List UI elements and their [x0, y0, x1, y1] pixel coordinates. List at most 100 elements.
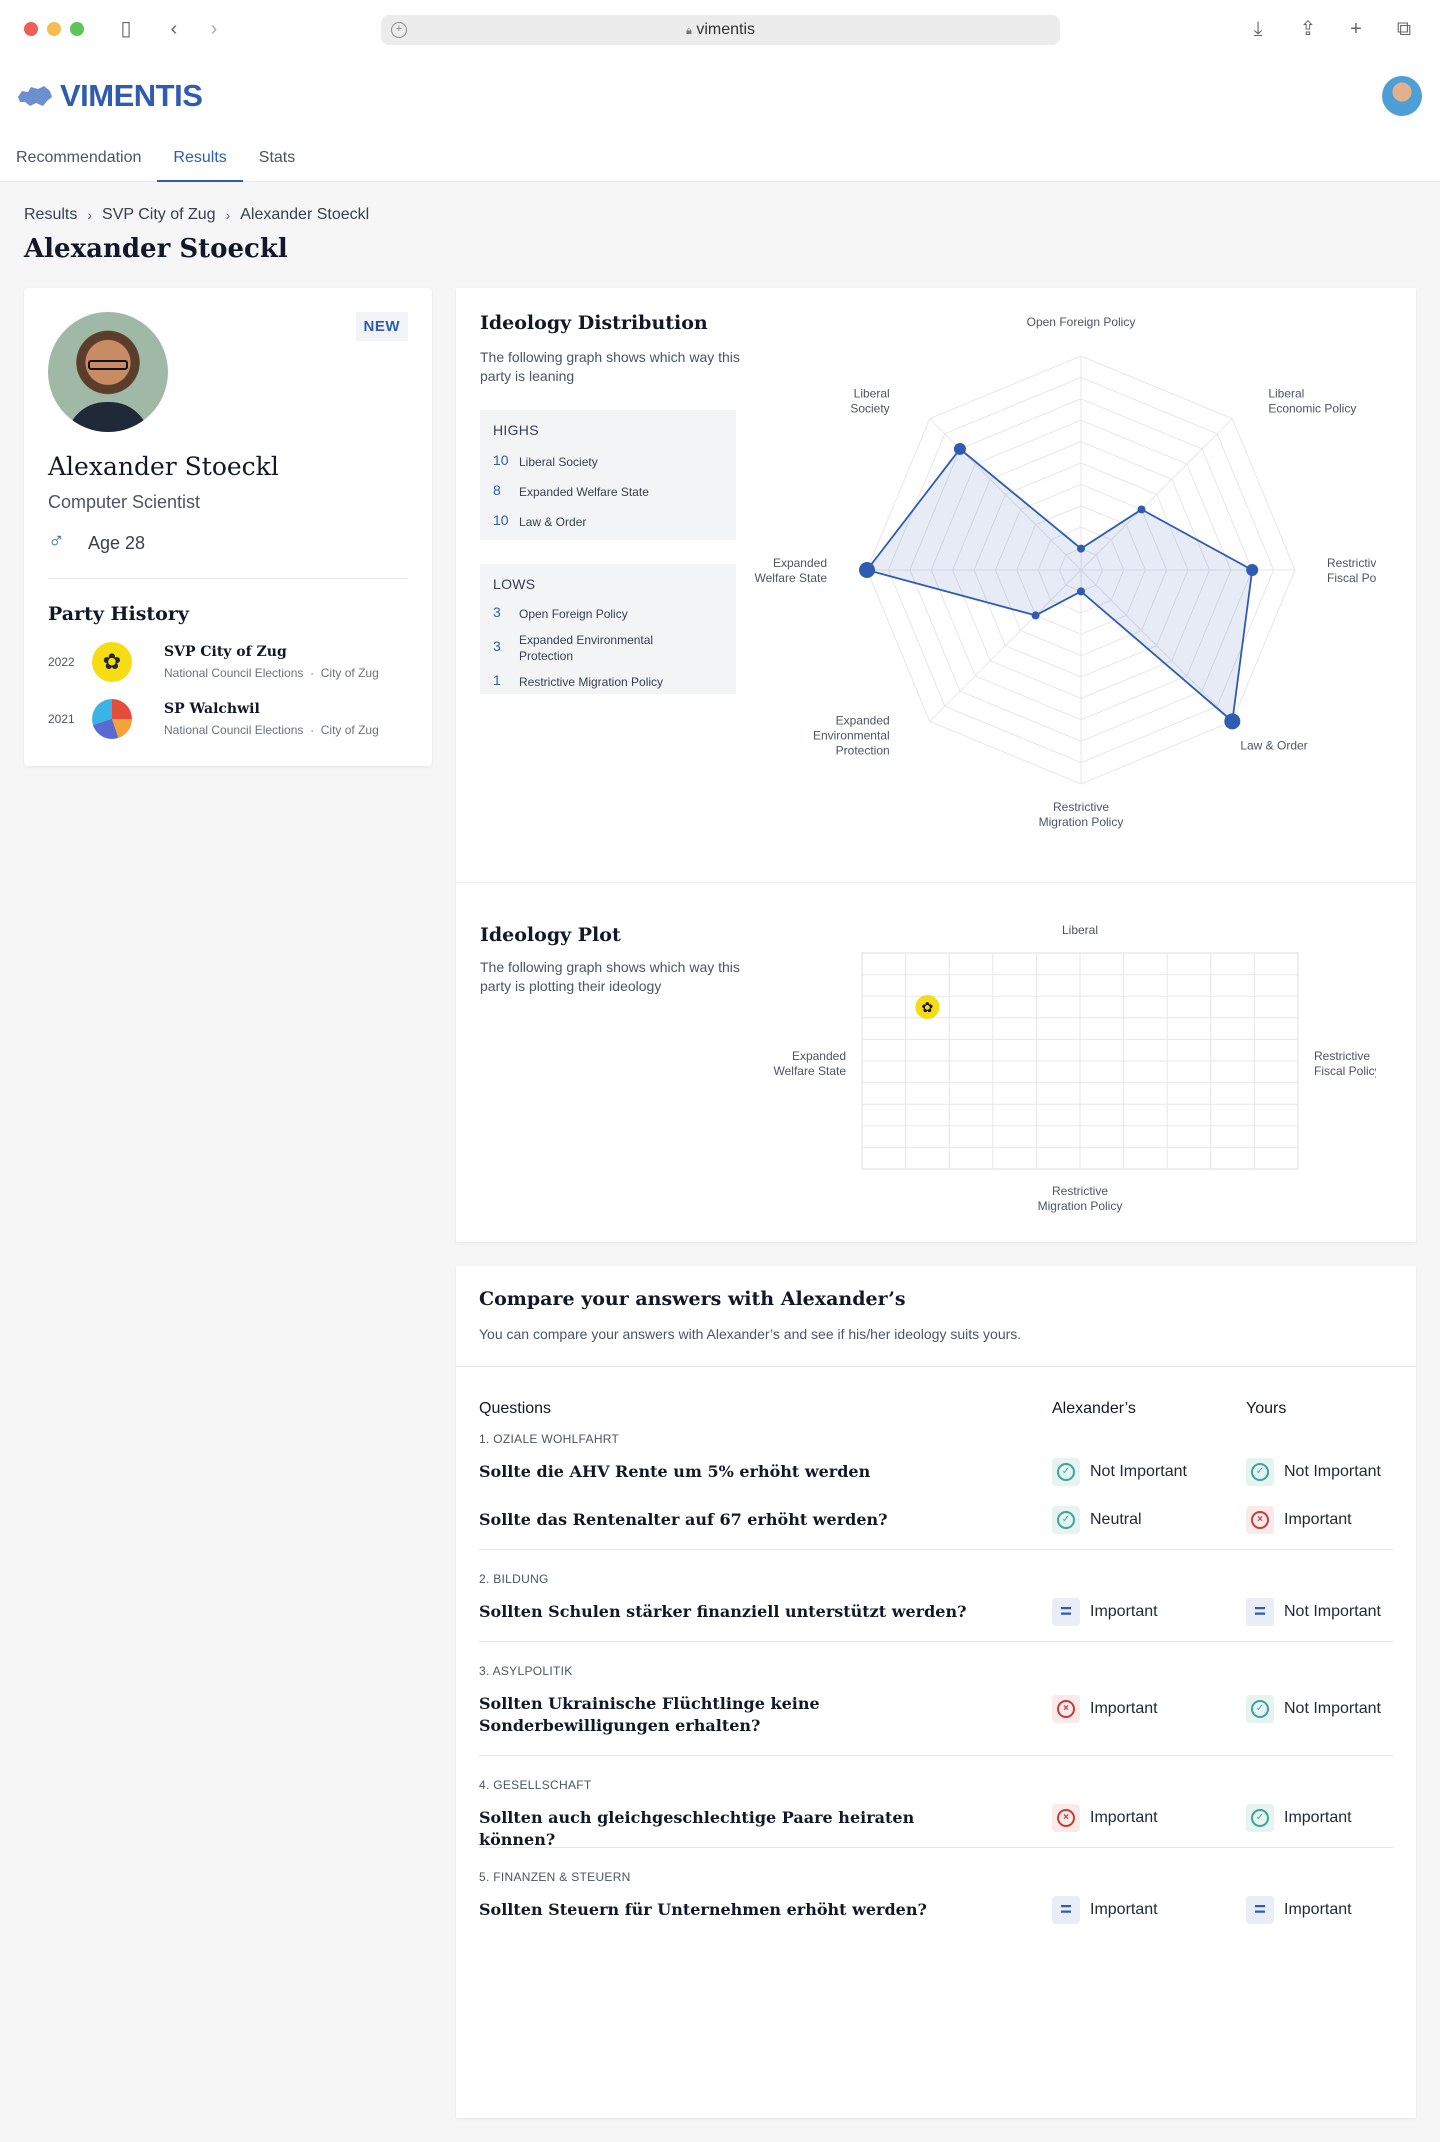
- radar-point: [1246, 564, 1259, 576]
- sp-party-logo-icon: [92, 699, 132, 739]
- answer-label: Not Important: [1284, 1700, 1381, 1717]
- radar-axis-label: Open Foreign Policy: [1027, 315, 1136, 329]
- switzerland-map-icon: [18, 86, 52, 106]
- radar-axis-label: Expanded Welfare State: [755, 556, 828, 585]
- yours-answer: ✓ Not Important: [1246, 1458, 1381, 1486]
- tab-recommendation[interactable]: Recommendation: [16, 149, 142, 166]
- yours-column-header: Yours: [1246, 1400, 1287, 1417]
- url-text: vimentis: [696, 21, 755, 38]
- party-history-item[interactable]: 2021 SP Walchwil National Council Electi…: [48, 697, 408, 741]
- theirs-answer: = Important: [1052, 1598, 1158, 1626]
- vimentis-logo[interactable]: VIMENTIS: [16, 78, 203, 114]
- back-arrow-icon[interactable]: ‹: [170, 18, 178, 40]
- section-divider: [479, 1755, 1393, 1756]
- question-text: Sollte die AHV Rente um 5% erhöht werden: [479, 1462, 871, 1481]
- plot-right-label: Restrictive Fiscal Policy: [1314, 1049, 1376, 1078]
- highs-box: HIGHS 10 Liberal Society 8 Expanded Welfar…: [480, 410, 736, 540]
- sidebar-toggle-icon[interactable]: ▯: [120, 18, 132, 40]
- question-text: Sollte das Rentenalter auf 67 erhöht wer…: [479, 1510, 888, 1529]
- history-details: National Council Elections · City of Zug: [164, 723, 379, 737]
- section-divider: [479, 1549, 1393, 1550]
- yours-answer: = Not Important: [1246, 1598, 1381, 1626]
- radar-spoke: [1080, 569, 1233, 722]
- question-text: Sollten Schulen stärker finanziell unter…: [479, 1602, 967, 1621]
- compare-title: Compare your answers with Alexander’s: [479, 1288, 906, 1310]
- compare-description: You can compare your answers with Alexan…: [479, 1326, 1022, 1342]
- ideology-plot-chart: Liberal Expanded Welfare State Restrictive F…: [774, 923, 1376, 1213]
- yours-answer: = Important: [1246, 1896, 1352, 1924]
- x-circle-icon: ×: [1246, 1506, 1274, 1534]
- tab-overview-icon[interactable]: ⧉: [1396, 18, 1412, 40]
- low-item: 3 Expanded Environmental Protection: [493, 633, 654, 663]
- radar-point: [1077, 587, 1085, 596]
- party-history-title: Party History: [48, 603, 189, 625]
- chevron-right-icon: ›: [87, 207, 93, 223]
- equal-icon: =: [1052, 1598, 1080, 1626]
- lows-box: LOWS 3 Open Foreign Policy 3 Expanded Envi…: [480, 564, 736, 694]
- check-circle-icon: ✓: [1052, 1458, 1080, 1486]
- category-label: 1. OZIALE WOHLFAHRT: [479, 1432, 620, 1446]
- maximize-window-button[interactable]: [70, 22, 84, 36]
- history-party: SP Walchwil: [164, 701, 260, 717]
- breadcrumb-current: Alexander Stoeckl: [240, 206, 370, 223]
- breadcrumb-party[interactable]: SVP City of Zug: [102, 206, 216, 223]
- plot-point: [915, 995, 940, 1019]
- theirs-answer: = Important: [1052, 1896, 1158, 1924]
- radar-spoke: [929, 418, 1082, 571]
- ideology-plot-description: The following graph shows which way this…: [480, 959, 740, 994]
- theirs-answer: × Important: [1052, 1804, 1158, 1832]
- history-details: National Council Elections · City of Zug: [164, 666, 379, 680]
- profile-age: Age 28: [88, 533, 146, 553]
- equal-icon: =: [1052, 1896, 1080, 1924]
- radar-point: [859, 562, 875, 578]
- history-year: 2022: [48, 655, 75, 669]
- category-label: 3. ASYLPOLITIK: [479, 1664, 573, 1678]
- check-circle-icon: ✓: [1246, 1804, 1274, 1832]
- party-history-item[interactable]: 2022 ✿ SVP City of Zug National Council …: [48, 640, 408, 684]
- new-badge: NEW: [355, 312, 408, 341]
- yours-answer: ✓ Important: [1246, 1804, 1352, 1832]
- chevron-right-icon: ›: [225, 207, 231, 223]
- site-settings-icon[interactable]: +: [391, 22, 407, 38]
- user-avatar[interactable]: [1382, 76, 1422, 116]
- answer-label: Important: [1090, 1603, 1158, 1620]
- radar-point: [953, 442, 966, 455]
- questions-column-header: Questions: [479, 1400, 552, 1417]
- divider: [456, 1366, 1416, 1367]
- address-bar[interactable]: + 🔒︎ vimentis: [381, 15, 1060, 45]
- x-circle-icon: ×: [1052, 1695, 1080, 1723]
- highs-title: HIGHS: [493, 422, 539, 438]
- high-item: 10 Law & Order: [493, 512, 587, 529]
- share-icon[interactable]: ⇪: [1299, 18, 1317, 40]
- minimize-window-button[interactable]: [47, 22, 61, 36]
- history-party: SVP City of Zug: [164, 644, 287, 660]
- x-circle-icon: ×: [1052, 1804, 1080, 1832]
- answer-label: Important: [1284, 1809, 1352, 1826]
- close-window-button[interactable]: [24, 22, 38, 36]
- profile-name: Alexander Stoeckl: [48, 452, 279, 481]
- plot-top-label: Liberal: [1062, 923, 1098, 937]
- tab-stats[interactable]: Stats: [258, 149, 296, 166]
- logo-text: VIMENTIS: [60, 78, 203, 113]
- category-label: 2. BILDUNG: [479, 1572, 549, 1586]
- download-icon[interactable]: ⤓: [1253, 18, 1263, 40]
- browser-toolbar: ▯ ‹ › + 🔒︎ vimentis ⤓ ⇪ + ⧉: [0, 0, 1440, 58]
- ideology-card: Ideology Distribution The following grap…: [456, 288, 1416, 1242]
- profile-card: NEW Alexander Stoeckl Computer Scientist…: [24, 288, 432, 766]
- section-divider: [479, 1847, 1393, 1848]
- radar-axis-label: Restrictive Migration Policy: [1039, 800, 1124, 829]
- section-divider: [479, 1641, 1393, 1642]
- theirs-answer: ✓ Not Important: [1052, 1458, 1187, 1486]
- question-text: Sollten Steuern für Unternehmen erhöht w…: [479, 1900, 927, 1919]
- breadcrumb-results[interactable]: Results: [24, 206, 78, 223]
- lock-icon: 🔒︎: [686, 25, 692, 37]
- answer-label: Important: [1090, 1700, 1158, 1717]
- theirs-column-header: Alexander’s: [1052, 1400, 1136, 1417]
- tab-results[interactable]: Results: [157, 146, 243, 182]
- answer-label: Not Important: [1284, 1463, 1381, 1480]
- new-tab-icon[interactable]: +: [1350, 18, 1362, 40]
- radar-axis-label: Expanded Environmental Protection: [813, 713, 890, 757]
- forward-arrow-icon[interactable]: ›: [210, 18, 218, 40]
- profile-photo: [48, 312, 168, 432]
- question-text: Sollten Ukrainische Flüchtlinge keine So…: [479, 1694, 820, 1735]
